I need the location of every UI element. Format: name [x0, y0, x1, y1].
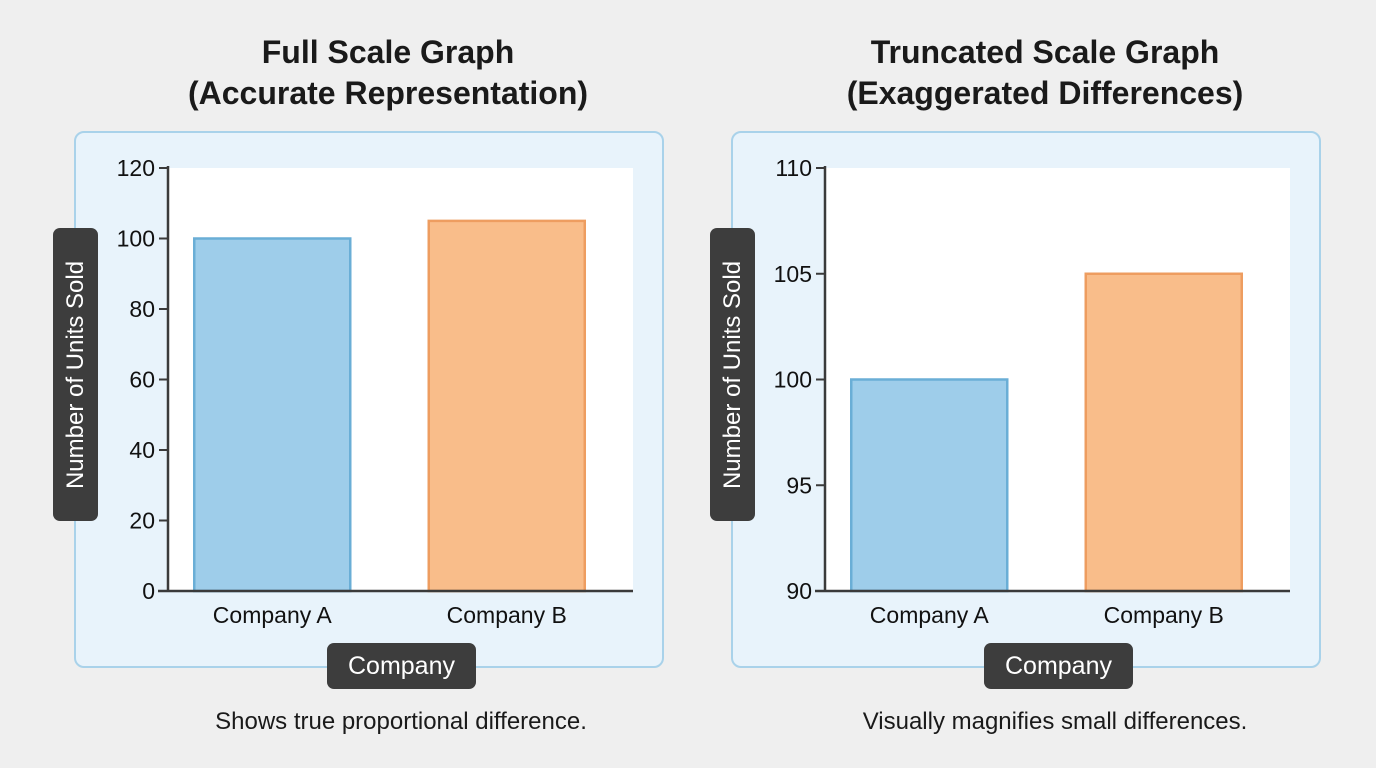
chart-title-line1: Full Scale Graph: [261, 34, 515, 70]
x-axis-label: Company: [327, 643, 476, 689]
x-axis-label: Company: [984, 643, 1133, 689]
chart-panel: [731, 131, 1321, 668]
y-axis-label: Number of Units Sold: [53, 228, 98, 521]
chart-title-line2: (Exaggerated Differences): [846, 75, 1244, 111]
chart-caption: Shows true proportional difference.: [215, 708, 587, 735]
chart-caption: Visually magnifies small differences.: [862, 708, 1248, 735]
chart-title-line1: Truncated Scale Graph: [870, 34, 1220, 70]
y-axis-label-text: Number of Units Sold: [718, 260, 746, 489]
y-axis-label-text: Number of Units Sold: [61, 260, 89, 489]
chart-title: Truncated Scale Graph (Exaggerated Diffe…: [745, 32, 1345, 114]
y-axis-label: Number of Units Sold: [710, 228, 755, 521]
chart-panel: [74, 131, 664, 668]
chart-title-line2: (Accurate Representation): [187, 75, 589, 111]
chart-title: Full Scale Graph (Accurate Representatio…: [88, 32, 688, 114]
